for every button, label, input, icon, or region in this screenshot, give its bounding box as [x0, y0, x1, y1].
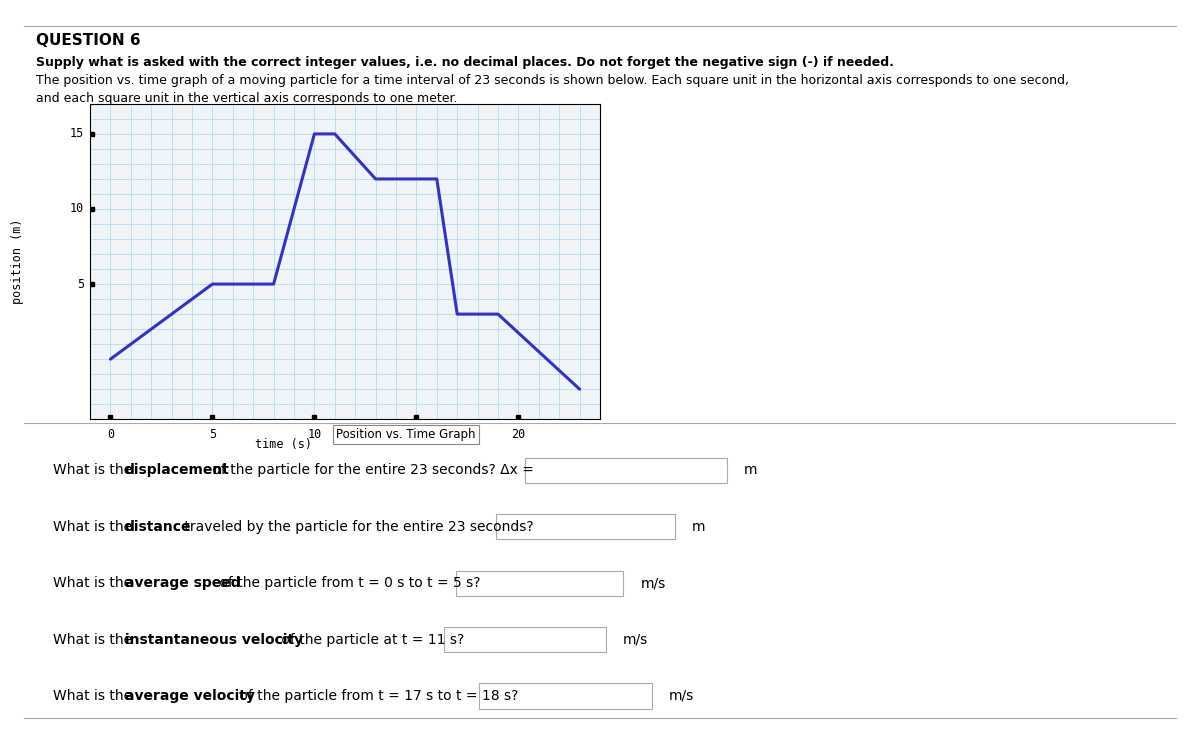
Text: The position vs. time graph of a moving particle for a time interval of 23 secon: The position vs. time graph of a moving …: [36, 74, 1069, 105]
Text: Supply what is asked with the correct integer values, i.e. no decimal places. Do: Supply what is asked with the correct in…: [36, 56, 894, 69]
Text: 20: 20: [511, 428, 526, 441]
Text: of the particle from t = 0 s to t = 5 s?: of the particle from t = 0 s to t = 5 s?: [215, 577, 480, 590]
FancyBboxPatch shape: [456, 571, 623, 596]
FancyBboxPatch shape: [526, 458, 727, 483]
Text: What is the: What is the: [53, 577, 137, 590]
Text: What is the: What is the: [53, 689, 137, 703]
Text: What is the: What is the: [53, 464, 137, 477]
Text: 10: 10: [70, 203, 84, 215]
Text: displacement: displacement: [125, 464, 229, 477]
FancyBboxPatch shape: [479, 683, 652, 709]
Text: of the particle at t = 11 s?: of the particle at t = 11 s?: [277, 633, 464, 646]
Text: m: m: [744, 464, 757, 477]
Text: traveled by the particle for the entire 23 seconds?: traveled by the particle for the entire …: [180, 520, 534, 533]
Text: time (s): time (s): [256, 438, 312, 451]
FancyBboxPatch shape: [497, 514, 674, 539]
Text: m/s: m/s: [641, 577, 666, 590]
Text: of the particle from t = 17 s to t = 18 s?: of the particle from t = 17 s to t = 18 …: [235, 689, 518, 703]
Text: 15: 15: [409, 428, 424, 441]
Text: 15: 15: [70, 128, 84, 140]
Text: 0: 0: [107, 428, 114, 441]
Text: What is the: What is the: [53, 520, 137, 533]
Text: QUESTION 6: QUESTION 6: [36, 33, 140, 48]
Text: m/s: m/s: [623, 633, 648, 646]
Text: m: m: [692, 520, 706, 533]
Text: instantaneous velocity: instantaneous velocity: [125, 633, 302, 646]
FancyBboxPatch shape: [444, 627, 606, 652]
Text: average velocity: average velocity: [125, 689, 254, 703]
Text: 10: 10: [307, 428, 322, 441]
Text: Position vs. Time Graph: Position vs. Time Graph: [336, 428, 476, 441]
Text: average speed: average speed: [125, 577, 240, 590]
Text: 5: 5: [77, 278, 84, 291]
Text: of the particle for the entire 23 seconds? Δx =: of the particle for the entire 23 second…: [208, 464, 534, 477]
Text: 5: 5: [209, 428, 216, 441]
Text: What is the: What is the: [53, 633, 137, 646]
Text: distance: distance: [125, 520, 191, 533]
Text: position (m): position (m): [12, 219, 24, 304]
Text: m/s: m/s: [670, 689, 695, 703]
